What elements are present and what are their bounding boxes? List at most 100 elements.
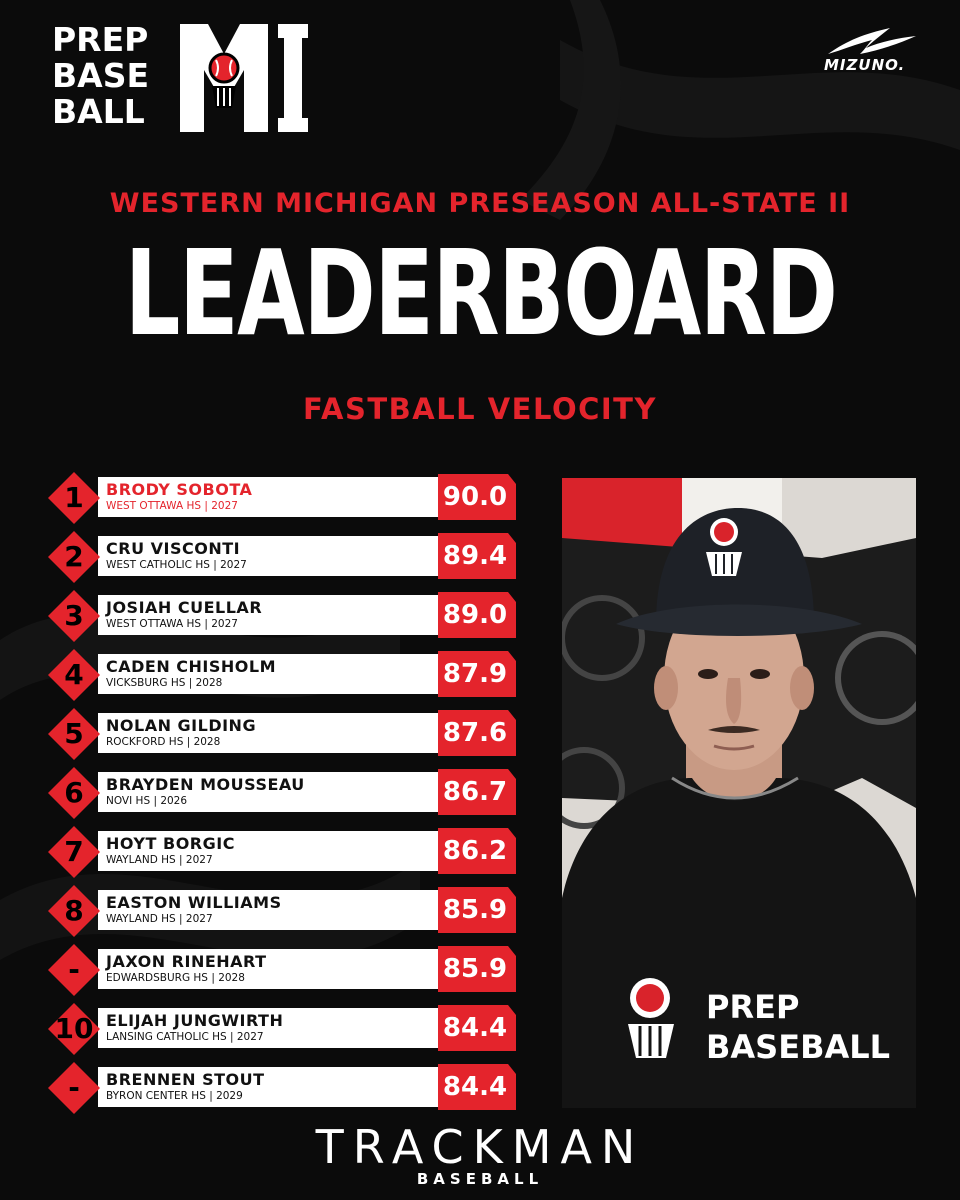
player-school: WEST CATHOLIC HS | 2027 (106, 559, 247, 571)
value-box (438, 533, 516, 579)
rank-badge (48, 708, 100, 760)
logo-line: BALL (52, 92, 145, 131)
leaderboard-row: 10 ELIJAH JUNGWIRTH LANSING CATHOLIC HS | … (44, 1003, 516, 1055)
logo-line: PREP (52, 20, 149, 59)
rank-badge (48, 531, 100, 583)
shirt-text-line1: PREP (706, 988, 799, 1026)
leaderboard-row: 1 BRODY SOBOTA WEST OTTAWA HS | 2027 90.0 (44, 472, 516, 524)
metric-title: FASTBALL VELOCITY (303, 392, 657, 426)
rank-badge (48, 885, 100, 937)
trackman-sub: BASEBALL (416, 1170, 544, 1188)
player-name: JOSIAH CUELLAR (106, 598, 263, 617)
value-box (438, 710, 516, 756)
name-bar (98, 890, 474, 930)
player-school: WAYLAND HS | 2027 (106, 913, 213, 925)
leaderboard-row: 4 CADEN CHISHOLM VICKSBURG HS | 2028 87.9 (44, 649, 516, 701)
value-box (438, 592, 516, 638)
velocity-value: 90.0 (442, 482, 508, 512)
name-bar (98, 713, 474, 753)
logo-wordmark: PREP BASE BALL (52, 22, 149, 130)
value-box (438, 769, 516, 815)
rank-badge (48, 826, 100, 878)
player-name: NOLAN GILDING (106, 716, 257, 735)
prep-baseball-logo: PREP BASE BALL MI (52, 22, 312, 134)
shirt-text-line2: BASEBALL (706, 1028, 890, 1066)
player-name: JAXON RINEHART (106, 952, 267, 971)
event-subtitle: WESTERN MICHIGAN PRESEASON ALL-STATE II (109, 188, 851, 219)
player-photo-illustration: PREP BASEBALL (562, 478, 916, 1108)
velocity-value: 85.9 (442, 954, 508, 984)
rank-badge (48, 590, 100, 642)
rank-number: 5 (64, 717, 84, 750)
player-school: VICKSBURG HS | 2028 (106, 677, 223, 689)
velocity-value: 86.2 (442, 836, 508, 866)
player-name: BRODY SOBOTA (106, 480, 253, 499)
rank-badge (48, 767, 100, 819)
rank-number: 4 (64, 658, 84, 691)
leaderboard-row: 3 JOSIAH CUELLAR WEST OTTAWA HS | 2027 89.0 (44, 590, 516, 642)
velocity-value: 85.9 (442, 895, 508, 925)
velocity-value: 84.4 (442, 1072, 508, 1102)
player-school: LANSING CATHOLIC HS | 2027 (106, 1031, 264, 1043)
rank-badge (48, 1062, 100, 1114)
page-title: LEADERBOARD (124, 224, 838, 362)
rank-number: - (68, 1071, 80, 1104)
player-school: ROCKFORD HS | 2028 (106, 736, 221, 748)
name-bar (98, 1008, 474, 1048)
player-school: NOVI HS | 2026 (106, 795, 188, 807)
rank-number: 7 (64, 835, 84, 868)
leaderboard-row: 2 CRU VISCONTI WEST CATHOLIC HS | 2027 89.4 (44, 531, 516, 583)
name-bar (98, 654, 474, 694)
rank-number: 8 (64, 894, 84, 927)
value-box (438, 887, 516, 933)
name-bar (98, 831, 474, 871)
player-name: HOYT BORGIC (106, 834, 235, 853)
rank-badge (48, 649, 100, 701)
logo-mi-emblem (180, 24, 308, 132)
rank-number: 1 (64, 481, 84, 514)
rank-badge (48, 472, 100, 524)
leaderboard-row: 5 NOLAN GILDING ROCKFORD HS | 2028 87.6 (44, 708, 516, 760)
leaderboard-row: 6 BRAYDEN MOUSSEAU NOVI HS | 2026 86.7 (44, 767, 516, 819)
player-photo: PREP BASEBALL (562, 478, 916, 1108)
name-bar (98, 772, 474, 812)
rank-number: 2 (64, 540, 84, 573)
leaderboard-row: - BRENNEN STOUT BYRON CENTER HS | 2029 84.4 (44, 1062, 516, 1114)
value-box (438, 828, 516, 874)
velocity-value: 89.4 (442, 541, 508, 571)
player-name: CADEN CHISHOLM (106, 657, 277, 676)
value-box (438, 651, 516, 697)
mizuno-logo: MIZUNO. (820, 24, 920, 74)
rank-number: 6 (64, 776, 84, 809)
velocity-value: 89.0 (442, 600, 508, 630)
mizuno-runbird-icon (828, 28, 916, 54)
name-bar (98, 477, 474, 517)
value-box (438, 1064, 516, 1110)
velocity-value: 86.7 (442, 777, 508, 807)
player-school: WEST OTTAWA HS | 2027 (106, 618, 238, 630)
velocity-value: 84.4 (442, 1013, 508, 1043)
value-box (438, 1005, 516, 1051)
name-bar (98, 1067, 474, 1107)
player-name: EASTON WILLIAMS (106, 893, 282, 912)
velocity-value: 87.9 (442, 659, 508, 689)
player-name: BRAYDEN MOUSSEAU (106, 775, 305, 794)
player-school: EDWARDSBURG HS | 2028 (106, 972, 245, 984)
rank-number: 3 (64, 599, 84, 632)
trackman-logo: TRACKMAN (315, 1120, 645, 1174)
leaderboard-row: 7 HOYT BORGIC WAYLAND HS | 2027 86.2 (44, 826, 516, 878)
rank-badge (48, 1003, 100, 1055)
player-school: WEST OTTAWA HS | 2027 (106, 500, 238, 512)
rank-number: 10 (54, 1012, 94, 1045)
player-school: BYRON CENTER HS | 2029 (106, 1090, 243, 1102)
rank-badge (48, 944, 100, 996)
velocity-value: 87.6 (442, 718, 508, 748)
value-box (438, 946, 516, 992)
name-bar (98, 536, 474, 576)
player-name: ELIJAH JUNGWIRTH (106, 1011, 284, 1030)
player-name: BRENNEN STOUT (106, 1070, 265, 1089)
leaderboard-row: 8 EASTON WILLIAMS WAYLAND HS | 2027 85.9 (44, 885, 516, 937)
logo-line: BASE (52, 56, 150, 95)
name-bar (98, 949, 474, 989)
leaderboard-row: - JAXON RINEHART EDWARDSBURG HS | 2028 85.9 (44, 944, 516, 996)
